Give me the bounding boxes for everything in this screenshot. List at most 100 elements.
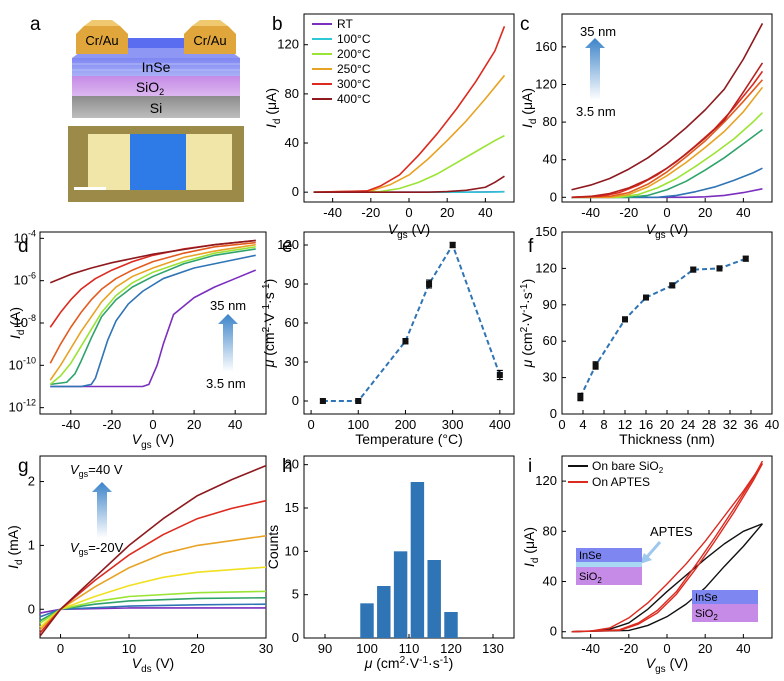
x-tick-label: -20: [361, 205, 380, 220]
series-line-21-nm: [49, 243, 256, 381]
x-tick-label: 0: [149, 417, 156, 432]
chart-h: 90 100 110 120 130 0 5 10 15 20 Counts μ (cm2·V-1·s…: [265, 455, 515, 671]
data-point: [449, 242, 456, 248]
x-tick-label: -20: [619, 641, 638, 656]
histogram-bar: [393, 551, 408, 638]
label-vgs-40: Vgs=40 V: [70, 462, 123, 479]
sio2-label: SiO2: [136, 79, 164, 97]
series-line-250-C: [313, 74, 506, 193]
series-line-40V: [39, 464, 267, 637]
micrograph-pad-left: [88, 134, 130, 190]
x-tick-label: -40: [581, 205, 600, 220]
x-tick-label: 40: [765, 417, 779, 432]
series-line-aptes-fwd: [571, 463, 764, 633]
x-tick-label: 40: [736, 641, 750, 656]
x-axis-label: Temperature (°C): [355, 431, 463, 447]
data-point: [622, 316, 628, 323]
stack2-inse: [692, 590, 758, 604]
x-tick-label: 120: [440, 641, 462, 656]
x-tick-label: 40: [228, 417, 242, 432]
y-tick-label: 0: [550, 624, 557, 639]
y-tick-label: 80: [543, 114, 557, 129]
x-tick-label: 16: [639, 417, 653, 432]
contact-left-top: [84, 20, 120, 26]
y-tick-label: 0: [550, 189, 557, 204]
axis-label: Id (μA): [263, 88, 283, 128]
panel-letters: a b c d e f g h i: [18, 14, 534, 477]
axis-label: Id (μA): [519, 88, 539, 128]
stack1-inse-label: InSe: [579, 550, 602, 562]
series-line-300-C: [313, 25, 506, 193]
x-tick-label: 4: [579, 417, 586, 432]
y-tick-label: 60: [543, 333, 557, 348]
stack2-sio2: [692, 604, 758, 622]
data-point: [319, 398, 326, 404]
label-3p5nm: 3.5 nm: [576, 104, 616, 119]
y-tick-label: 0: [292, 184, 299, 199]
x-tick-label: 0: [558, 417, 565, 432]
series-line-aptes-rev: [571, 463, 764, 633]
legend-label: On bare SiO2: [592, 459, 664, 475]
axis-label: Vds (V): [132, 655, 174, 675]
plot-frame: [303, 231, 515, 415]
y-tick-label: 120: [535, 77, 557, 92]
legend-label: 300°C: [337, 77, 371, 91]
y-tick-label: 5: [292, 587, 299, 602]
y-tick-label: 0: [292, 630, 299, 645]
si-layer: [72, 96, 240, 118]
data-point: [577, 394, 584, 401]
stack2-inse-label: InSe: [695, 592, 718, 604]
series-line-16-nm: [49, 246, 256, 385]
data-point: [742, 255, 749, 262]
data-point: [355, 398, 362, 404]
label-vgs-neg20: Vgs=-20V: [70, 540, 124, 557]
contact-left: [76, 26, 128, 54]
axis-label: Id (A): [7, 307, 27, 339]
y-tick-label: 0: [28, 601, 35, 616]
stack1-sio2-label: SiO2: [579, 571, 602, 585]
x-axis-label: Thickness (nm): [619, 431, 715, 447]
series-line-3-5-nm: [50, 269, 257, 388]
chart-d: -40 -20 0 20 40 10-12 10-10 10-8 10-6 10-4 Vgs (V)…: [7, 228, 267, 451]
x-tick-label: 100: [356, 641, 378, 656]
gate-voltage-arrow: [92, 482, 112, 538]
x-tick-label: 36: [744, 417, 758, 432]
chart-i: -40 -20 0 20 40 0 40 80 120 Vgs (V) Id (μA) On bare…: [521, 455, 773, 675]
micrograph-pad-right: [186, 134, 232, 190]
y-tick-label: 30: [543, 370, 557, 385]
histogram-bar: [410, 482, 425, 638]
contact-right-label: Cr/Au: [193, 33, 226, 48]
panel-letter-d: d: [18, 236, 29, 257]
stack2-sio2-label: SiO2: [695, 608, 718, 622]
y-tick-label: 0: [292, 393, 299, 408]
legend-label: 400°C: [337, 92, 371, 106]
inse-flake: [110, 38, 200, 48]
series-line-bare-fwd: [571, 523, 763, 633]
y-tick-label: 1: [28, 537, 35, 552]
x-tick-label: 0: [405, 205, 412, 220]
histogram-bar: [427, 560, 441, 638]
series-line-12-nm: [571, 128, 763, 199]
series-line-3-5-nm: [571, 188, 763, 199]
y-tick-label: 20: [285, 457, 299, 472]
chart-e: 0 100 200 300 400 0 30 60 90 120 Temperature (°C) μ…: [261, 231, 515, 447]
legend-label: RT: [337, 17, 353, 31]
si-label: Si: [150, 100, 162, 116]
x-tick-label: 24: [681, 417, 695, 432]
plot-frame: [561, 231, 773, 415]
trend-line: [322, 242, 501, 402]
y-tick-label: 120: [277, 37, 299, 52]
panel-letter-i: i: [528, 456, 532, 477]
x-tick-label: 0: [57, 641, 64, 656]
panel-letter-f: f: [528, 236, 534, 257]
y-tick-label: 120: [535, 260, 557, 275]
x-tick-label: 300: [442, 417, 464, 432]
contact-right-top: [192, 20, 228, 26]
x-tick-label: 0: [663, 641, 670, 656]
x-tick-label: 20: [440, 205, 454, 220]
x-tick-label: 0: [307, 417, 314, 432]
histogram-bar: [360, 603, 374, 638]
